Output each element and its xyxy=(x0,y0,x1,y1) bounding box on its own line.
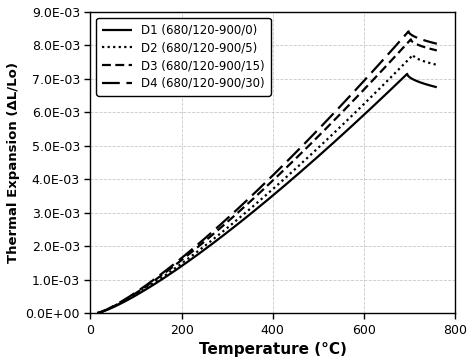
D4 (680/120-900/30) xyxy=(306,137,311,142)
D4 (680/120-900/30) xyxy=(424,39,429,43)
D2 (680/120-900/5) xyxy=(413,55,419,60)
Line: D4 (680/120-900/30): D4 (680/120-900/30) xyxy=(97,31,437,313)
D1 (680/120-900/0) xyxy=(260,202,265,206)
Legend: D1 (680/120-900/0), D2 (680/120-900/5), D3 (680/120-900/15), D4 (680/120-900/30): D1 (680/120-900/0), D2 (680/120-900/5), … xyxy=(96,18,271,96)
D4 (680/120-900/30) xyxy=(431,41,437,45)
D2 (680/120-900/5) xyxy=(94,311,100,315)
D1 (680/120-900/0) xyxy=(431,84,437,89)
D1 (680/120-900/0) xyxy=(407,75,413,80)
D4 (680/120-900/30) xyxy=(94,311,100,315)
D3 (680/120-900/15) xyxy=(262,186,267,190)
D1 (680/120-900/0) xyxy=(434,85,440,90)
D2 (680/120-900/5) xyxy=(263,193,269,197)
D3 (680/120-900/15) xyxy=(308,142,313,146)
D1 (680/120-900/0) xyxy=(94,311,100,315)
D2 (680/120-900/5) xyxy=(309,152,315,156)
D2 (680/120-900/5) xyxy=(432,62,438,67)
D4 (680/120-900/30) xyxy=(409,33,414,37)
D1 (680/120-900/0) xyxy=(423,82,429,87)
D1 (680/120-900/0) xyxy=(305,163,310,168)
X-axis label: Temperature (°C): Temperature (°C) xyxy=(199,342,346,357)
D4 (680/120-900/30) xyxy=(312,131,318,135)
Y-axis label: Thermal Expansion (ΔL/Lo): Thermal Expansion (ΔL/Lo) xyxy=(7,62,20,263)
D4 (680/120-900/30) xyxy=(434,41,440,46)
D2 (680/120-900/5) xyxy=(410,52,416,57)
Line: D3 (680/120-900/15): D3 (680/120-900/15) xyxy=(97,39,437,313)
D3 (680/120-900/15) xyxy=(425,46,430,50)
Line: D2 (680/120-900/5): D2 (680/120-900/5) xyxy=(97,55,437,313)
D1 (680/120-900/0) xyxy=(311,158,317,162)
D4 (680/120-900/30) xyxy=(261,182,266,187)
D4 (680/120-900/30) xyxy=(406,29,411,33)
D2 (680/120-900/5) xyxy=(315,146,321,150)
D2 (680/120-900/5) xyxy=(434,63,440,67)
D1 (680/120-900/0) xyxy=(404,72,410,76)
Line: D1 (680/120-900/0): D1 (680/120-900/0) xyxy=(97,74,437,313)
D2 (680/120-900/5) xyxy=(426,60,431,65)
D3 (680/120-900/15) xyxy=(434,48,440,53)
D3 (680/120-900/15) xyxy=(410,40,416,45)
D3 (680/120-900/15) xyxy=(94,311,100,315)
D3 (680/120-900/15) xyxy=(408,37,414,41)
D3 (680/120-900/15) xyxy=(314,136,319,140)
D3 (680/120-900/15) xyxy=(432,48,438,52)
